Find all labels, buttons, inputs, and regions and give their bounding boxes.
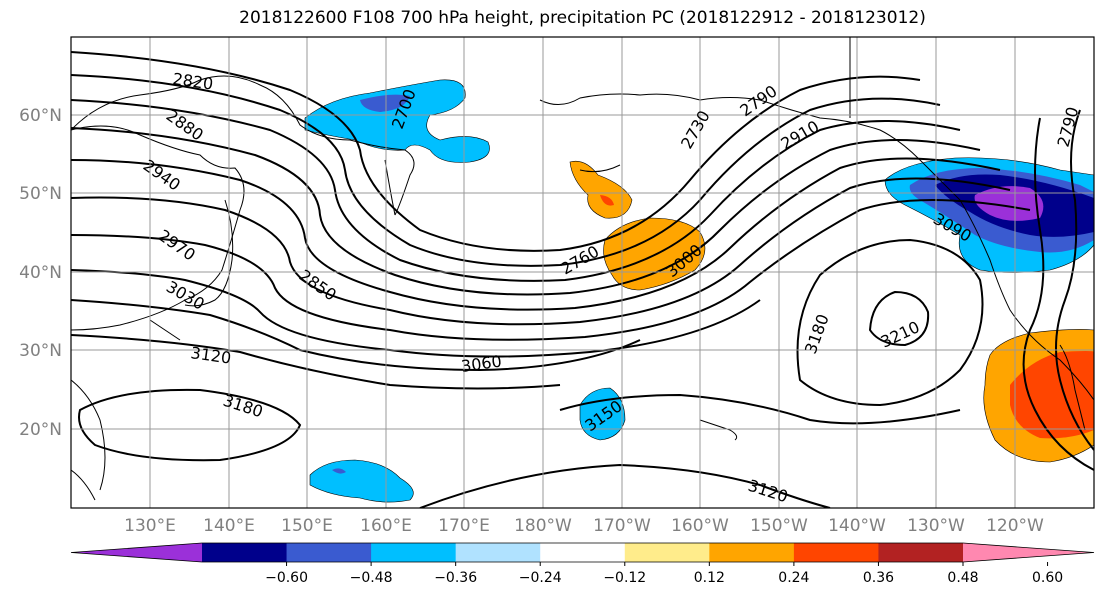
lon-label: 160°E xyxy=(360,516,412,536)
lat-label: 30°N xyxy=(19,341,62,361)
contour-label: 3120 xyxy=(189,343,232,367)
colorbar-tick-label: 0.48 xyxy=(947,570,978,586)
colorbar-segment xyxy=(202,543,288,562)
lon-label: 120°W xyxy=(986,516,1044,536)
coastlines xyxy=(71,37,1094,501)
colorbar-tick-label: 0.24 xyxy=(778,570,809,586)
lon-label: 150°W xyxy=(750,516,808,536)
lat-label: 60°N xyxy=(19,106,62,126)
lat-label: 20°N xyxy=(19,420,62,440)
lon-label: 130°E xyxy=(124,516,176,536)
map-area: 2820 2880 2940 2970 3030 3120 3180 2850 … xyxy=(71,37,1094,508)
height-contours xyxy=(71,51,1094,508)
colorbar-outline xyxy=(70,542,1095,563)
lon-label: 170°W xyxy=(593,516,651,536)
contour-label: 3180 xyxy=(221,391,266,422)
colorbar-segment xyxy=(793,543,879,562)
graticule xyxy=(71,37,1094,508)
colorbar-tick-label: −0.60 xyxy=(265,570,308,586)
longitude-labels: 130°E 140°E 150°E 160°E 170°E 180°W 170°… xyxy=(124,516,1044,536)
lon-label: 140°E xyxy=(203,516,255,536)
colorbar-segment xyxy=(878,543,964,562)
precip-patch-hawaii xyxy=(579,387,626,441)
latitude-labels: 60°N 50°N 40°N 30°N 20°N xyxy=(19,106,62,440)
contour-label: 2970 xyxy=(155,226,199,265)
colorbar-tick-label: 0.12 xyxy=(694,570,725,586)
colorbar-segment xyxy=(540,543,626,562)
colorbar-extend-high xyxy=(963,543,1094,562)
lat-label: 50°N xyxy=(19,184,62,204)
contour-label: 2790 xyxy=(1054,105,1083,149)
colorbar-extend-low xyxy=(71,543,202,562)
map-frame xyxy=(70,36,1095,509)
colorbar-tick-label: −0.48 xyxy=(350,570,393,586)
colorbar-tick-label: 0.60 xyxy=(1032,570,1063,586)
precip-patch-marianas xyxy=(309,459,414,503)
colorbar-segment xyxy=(624,543,710,562)
lat-label: 40°N xyxy=(19,263,62,283)
map-title: 2018122600 F108 700 hPa height, precipit… xyxy=(239,8,926,28)
colorbar-tick-label: −0.36 xyxy=(434,570,477,586)
contour-label: 2940 xyxy=(140,156,184,195)
contour-label: 2730 xyxy=(677,107,714,152)
colorbar-segment xyxy=(709,543,795,562)
lon-label: 150°E xyxy=(281,516,333,536)
colorbar-tick-label: −0.24 xyxy=(519,570,562,586)
colorbar: −0.60 −0.48 −0.36 −0.24 −0.12 0.12 0.24 0.36 0.4… xyxy=(70,542,1095,586)
lon-label: 130°W xyxy=(907,516,965,536)
lon-label: 140°W xyxy=(828,516,886,536)
contour-label: 3210 xyxy=(878,317,923,351)
lon-label: 180°W xyxy=(514,516,572,536)
colorbar-tick-label: 0.36 xyxy=(863,570,894,586)
colorbar-segment xyxy=(371,543,457,562)
contour-labels: 2820 2880 2940 2970 3030 3120 3180 2850 … xyxy=(140,69,1083,506)
colorbar-segment xyxy=(286,543,372,562)
colorbar-segment xyxy=(455,543,541,562)
contour-label: 3120 xyxy=(746,476,791,507)
contour-label: 2820 xyxy=(171,69,214,93)
lon-label: 170°E xyxy=(438,516,490,536)
lon-label: 160°W xyxy=(671,516,729,536)
contour-label: 2910 xyxy=(778,117,823,154)
colorbar-tick-label: −0.12 xyxy=(603,570,646,586)
precip-patch-gulf-small xyxy=(569,161,633,219)
